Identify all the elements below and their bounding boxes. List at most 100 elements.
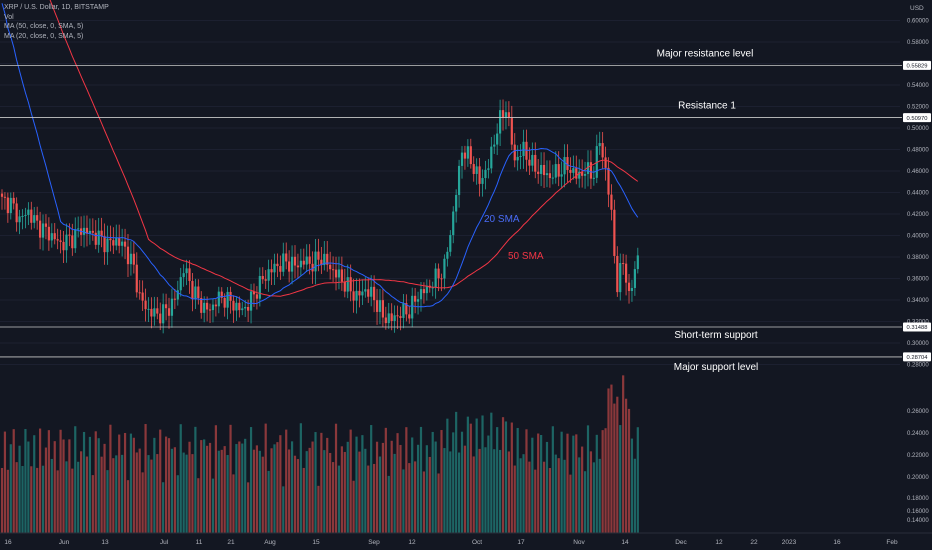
volume-bar xyxy=(340,446,343,533)
ma50-indicator-label[interactable]: MA (50, close, 0, SMA, 5) xyxy=(4,23,84,30)
candle-body xyxy=(126,246,130,265)
candle-body xyxy=(138,292,141,294)
price-tick-label: 0.28000 xyxy=(907,363,929,369)
candle-body xyxy=(414,295,417,302)
volume-bar xyxy=(200,440,203,533)
candle-body xyxy=(616,255,619,293)
volume-bar xyxy=(516,427,519,533)
candle-body xyxy=(302,260,305,265)
vol-indicator-label[interactable]: Vol xyxy=(4,13,14,21)
candle-body xyxy=(252,291,256,295)
candle-body xyxy=(27,209,30,215)
volume-bar xyxy=(296,459,300,533)
candle-body xyxy=(475,166,478,174)
volume-bar xyxy=(349,429,352,533)
candle-body xyxy=(402,303,405,318)
candle-body xyxy=(121,241,124,246)
candle-body xyxy=(411,295,414,319)
candle-body xyxy=(185,268,188,274)
volume-bar xyxy=(323,450,326,533)
candle-body xyxy=(88,230,91,234)
candle-body xyxy=(103,236,106,253)
volume-bar xyxy=(469,423,472,533)
candle-body xyxy=(490,146,493,169)
candle-body xyxy=(627,282,631,291)
volume-bar xyxy=(320,432,323,533)
candle-body xyxy=(455,194,458,212)
volume-bar xyxy=(135,452,138,533)
candle-body xyxy=(317,251,320,260)
volume-bar xyxy=(247,482,250,533)
volume-bar xyxy=(604,428,607,533)
volume-bar xyxy=(235,444,238,533)
candle-body xyxy=(279,266,282,272)
volume-bar xyxy=(68,439,71,533)
volume-bar xyxy=(589,451,593,533)
volume-bar xyxy=(598,458,601,533)
candle-body xyxy=(36,215,39,221)
volume-bar xyxy=(460,431,464,533)
ma50-line xyxy=(49,0,639,297)
candle-body xyxy=(241,308,244,311)
candle-body xyxy=(214,304,217,307)
volume-bar xyxy=(457,452,461,533)
level-tag-box xyxy=(903,352,931,362)
candle-body xyxy=(264,279,267,281)
volume-bar xyxy=(449,451,452,533)
candle-body xyxy=(367,289,370,297)
volume-bar xyxy=(501,417,505,533)
candle-body xyxy=(452,211,455,236)
volume-bar xyxy=(627,408,631,533)
volume-bar xyxy=(159,429,162,533)
volume-bar xyxy=(548,468,552,533)
ma50-label: 50 SMA xyxy=(508,251,544,262)
volume-bar xyxy=(170,448,174,533)
price-tick-label: 0.44000 xyxy=(907,191,929,197)
candle-body xyxy=(422,289,426,294)
volume-bar xyxy=(112,458,115,533)
volume-bar xyxy=(47,430,50,533)
volume-bar xyxy=(370,425,373,533)
candle-body xyxy=(393,315,396,321)
volume-bar xyxy=(94,431,97,533)
volume-bar xyxy=(504,421,508,533)
candle-body xyxy=(47,226,50,241)
price-tick-label: 0.52000 xyxy=(907,105,929,111)
level-tag-text: 0.31488 xyxy=(907,325,928,331)
candle-body xyxy=(592,177,595,179)
volume-bar xyxy=(358,451,361,533)
volume-bar xyxy=(384,427,387,533)
volume-bar xyxy=(575,434,578,533)
volume-tick-label: 0.18000 xyxy=(907,496,929,502)
time-tick-label: 12 xyxy=(715,539,723,546)
candle-body xyxy=(293,256,297,266)
chart-legend: XRP / U.S. Dollar, 1D, BITSTAMP Vol MA (… xyxy=(4,3,109,41)
ma20-indicator-label[interactable]: MA (20, close, 0, SMA, 5) xyxy=(4,32,84,40)
candle-body xyxy=(194,286,197,300)
volume-bar xyxy=(416,444,420,533)
time-tick-label: Sep xyxy=(368,539,380,546)
candle-body xyxy=(282,253,285,272)
volume-bar xyxy=(630,438,634,533)
level-tag-box xyxy=(903,113,931,123)
candle-body xyxy=(575,168,578,179)
time-tick-label: Jun xyxy=(59,539,70,546)
symbol-title[interactable]: XRP / U.S. Dollar, 1D, BITSTAMP xyxy=(4,4,109,11)
volume-bar xyxy=(188,441,191,533)
volume-bar xyxy=(288,449,291,533)
volume-bar xyxy=(387,475,390,533)
volume-bar xyxy=(203,439,206,533)
volume-bar xyxy=(194,426,197,533)
volume-bar xyxy=(554,454,557,533)
candle-body xyxy=(153,308,156,317)
time-axis[interactable]: 16 Jun 13 Jul 11 21 Aug 15 Sep 12 Oct 17 Nov 14 Dec 12 2… xyxy=(4,539,898,546)
price-tick-label: 0.54000 xyxy=(907,83,929,89)
time-tick-label: Jul xyxy=(160,539,169,546)
volume-bar xyxy=(396,433,399,533)
volume-bar xyxy=(208,442,212,533)
time-tick-label: 16 xyxy=(4,539,12,546)
volume-axis[interactable]: 0.26000 0.24000 0.22000 0.20000 0.18000 0.160… xyxy=(907,409,929,524)
volume-bar xyxy=(329,452,332,533)
volume-bar xyxy=(337,465,341,533)
